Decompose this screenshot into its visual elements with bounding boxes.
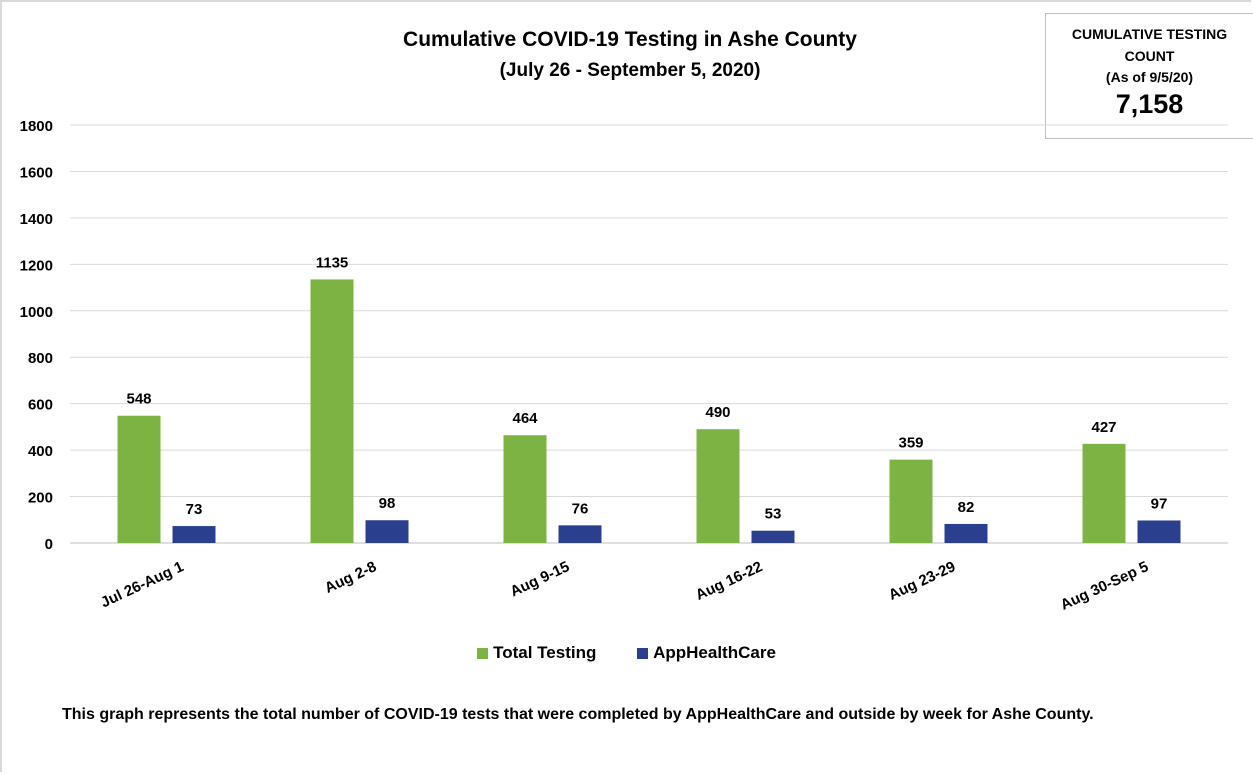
legend: Total Testing AppHealthCare xyxy=(0,643,1253,664)
y-tick-label: 1800 xyxy=(20,118,53,135)
legend-label-apphealthcare: AppHealthCare xyxy=(653,643,776,662)
legend-swatch-apphealthcare xyxy=(637,647,649,659)
bar-total-testing xyxy=(1082,443,1126,543)
count-value: 7,158 xyxy=(1115,89,1184,119)
legend-swatch-total xyxy=(477,647,489,659)
bar-chart: 0 200 400 600 800 1000 1200 1400 1600 1800 548 73 Ju… xyxy=(20,118,1228,614)
bar-total-testing xyxy=(696,429,740,543)
x-tick-label: Aug 9-15 xyxy=(508,558,573,600)
bar-total-testing xyxy=(310,279,354,543)
chart-caption: This graph represents the total number o… xyxy=(62,706,1094,723)
bar-apphealthcare xyxy=(1137,520,1181,543)
count-label: CUMULATIVE TESTING COUNT xyxy=(1071,26,1228,64)
x-tick-label: Aug 16-22 xyxy=(693,558,765,604)
legend-label-total: Total Testing xyxy=(493,643,597,662)
data-label: 490 xyxy=(705,404,730,421)
x-tick-label: Jul 26-Aug 1 xyxy=(98,558,186,611)
data-label: 548 xyxy=(126,391,151,408)
data-label: 82 xyxy=(958,499,975,516)
bar-apphealthcare xyxy=(172,526,216,543)
data-label: 53 xyxy=(765,506,782,523)
data-label: 427 xyxy=(1091,419,1116,436)
cumulative-count-box: CUMULATIVE TESTING COUNT (As of 9/5/20) … xyxy=(1045,13,1253,139)
y-tick-label: 1400 xyxy=(20,211,53,228)
y-tick-label: 200 xyxy=(28,490,53,507)
y-tick-label: 1000 xyxy=(20,304,53,321)
bar-apphealthcare xyxy=(365,520,409,543)
data-label: 98 xyxy=(379,495,396,512)
data-label: 76 xyxy=(572,500,589,517)
count-as-of: (As of 9/5/20) xyxy=(1105,69,1194,85)
y-tick-label: 1200 xyxy=(20,257,53,274)
chart-subtitle: (July 26 - September 5, 2020) xyxy=(499,60,761,81)
bar-apphealthcare xyxy=(751,530,795,543)
bar-total-testing xyxy=(889,459,933,543)
y-tick-label: 1600 xyxy=(20,164,53,181)
data-label: 97 xyxy=(1151,495,1168,512)
bar-total-testing xyxy=(117,415,161,543)
legend-item-apphealthcare: AppHealthCare xyxy=(637,643,776,663)
bar-apphealthcare xyxy=(558,525,602,543)
data-label: 73 xyxy=(186,501,203,518)
y-tick-label: 800 xyxy=(28,350,53,367)
data-label: 359 xyxy=(898,435,923,452)
bar-apphealthcare xyxy=(944,523,988,543)
x-tick-label: Aug 2-8 xyxy=(322,558,379,597)
x-tick-label: Aug 23-29 xyxy=(886,558,958,604)
bar-total-testing xyxy=(503,435,547,543)
y-tick-label: 400 xyxy=(28,443,53,460)
y-tick-label: 600 xyxy=(28,397,53,414)
x-tick-label: Aug 30-Sep 5 xyxy=(1058,558,1151,614)
y-tick-label: 0 xyxy=(45,536,53,553)
legend-item-total: Total Testing xyxy=(477,643,596,663)
chart-title: Cumulative COVID-19 Testing in Ashe Coun… xyxy=(403,28,857,51)
data-label: 1135 xyxy=(316,254,349,271)
data-label: 464 xyxy=(512,410,538,427)
